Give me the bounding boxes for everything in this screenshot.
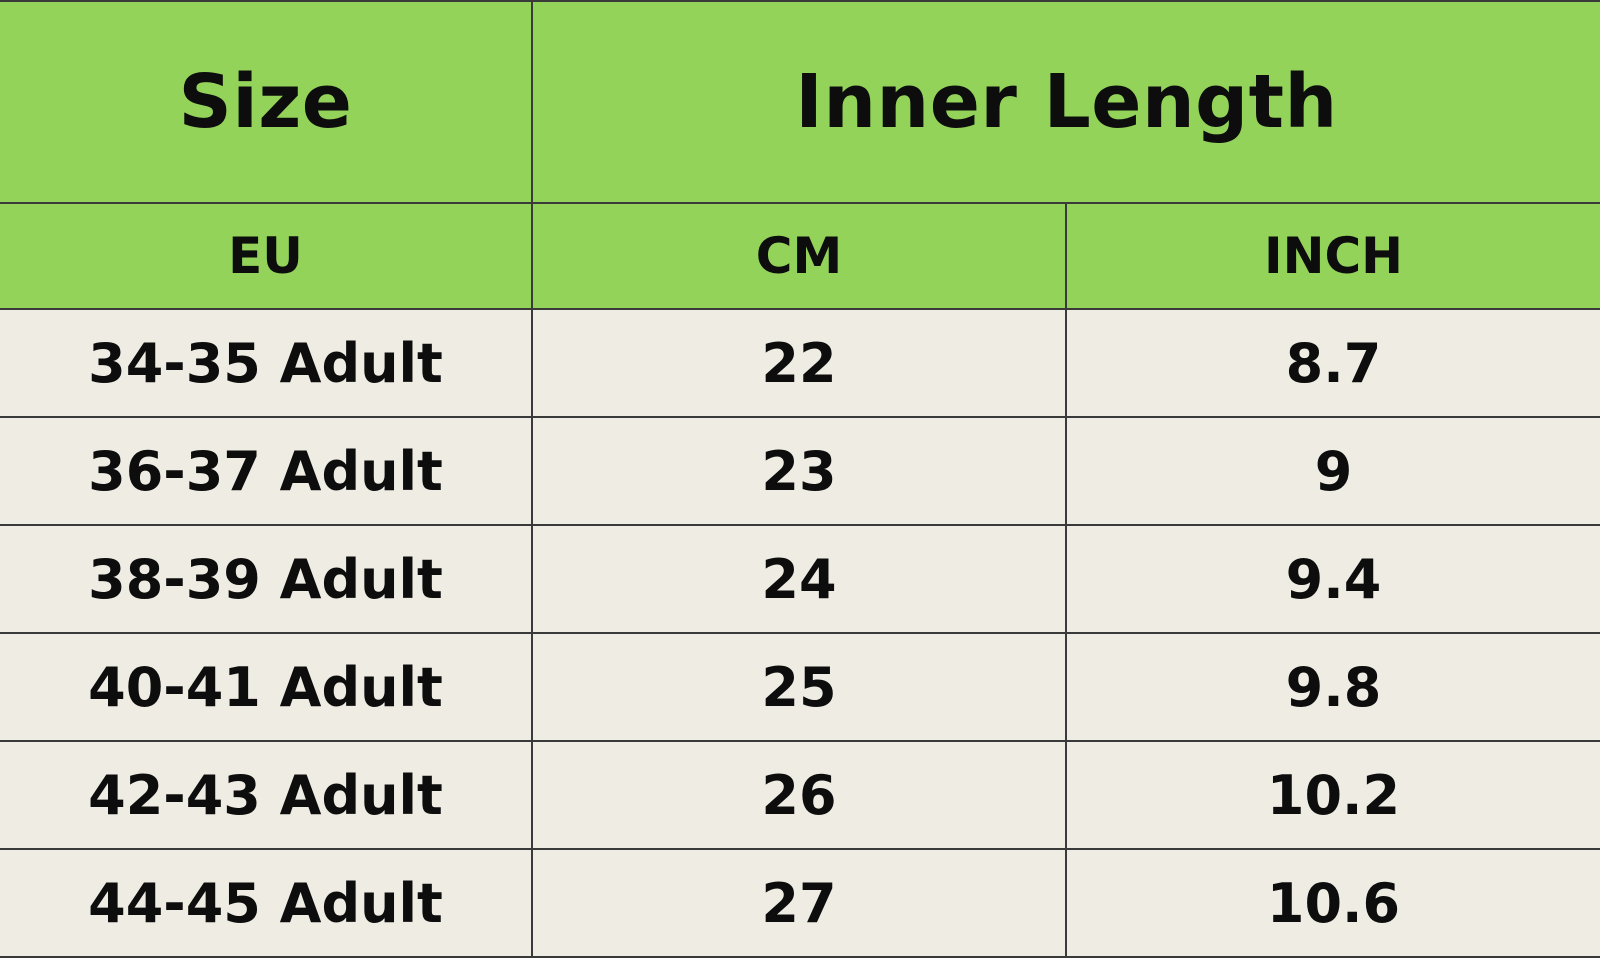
table-row: 36-37 Adult 23 9 — [0, 416, 1600, 525]
inner-length-header: Inner Length — [531, 0, 1600, 203]
table-row: 44-45 Adult 27 10.6 — [0, 848, 1600, 957]
inch-cell: 8.7 — [1065, 308, 1600, 417]
eu-size-cell: 38-39 Adult — [0, 524, 532, 633]
cm-cell: 25 — [531, 632, 1066, 741]
eu-column-header: EU — [0, 202, 532, 309]
inch-cell: 9.4 — [1065, 524, 1600, 633]
table-row: 42-43 Adult 26 10.2 — [0, 740, 1600, 849]
eu-size-cell: 36-37 Adult — [0, 416, 532, 525]
cm-cell: 23 — [531, 416, 1066, 525]
inch-cell: 9.8 — [1065, 632, 1600, 741]
subheader-row: EU CM INCH — [0, 202, 1600, 309]
cm-cell: 22 — [531, 308, 1066, 417]
inch-cell: 10.2 — [1065, 740, 1600, 849]
header-row: Size Inner Length — [0, 0, 1600, 203]
eu-size-cell: 34-35 Adult — [0, 308, 532, 417]
inch-cell: 10.6 — [1065, 848, 1600, 957]
table-row: 34-35 Adult 22 8.7 — [0, 308, 1600, 417]
eu-size-cell: 42-43 Adult — [0, 740, 532, 849]
eu-size-cell: 40-41 Adult — [0, 632, 532, 741]
table-row: 38-39 Adult 24 9.4 — [0, 524, 1600, 633]
eu-size-cell: 44-45 Adult — [0, 848, 532, 957]
table-row: 40-41 Adult 25 9.8 — [0, 632, 1600, 741]
inch-column-header: INCH — [1065, 202, 1600, 309]
inch-cell: 9 — [1065, 416, 1600, 525]
cm-cell: 24 — [531, 524, 1066, 633]
cm-column-header: CM — [531, 202, 1066, 309]
cm-cell: 26 — [531, 740, 1066, 849]
size-header: Size — [0, 0, 532, 203]
cm-cell: 27 — [531, 848, 1066, 957]
